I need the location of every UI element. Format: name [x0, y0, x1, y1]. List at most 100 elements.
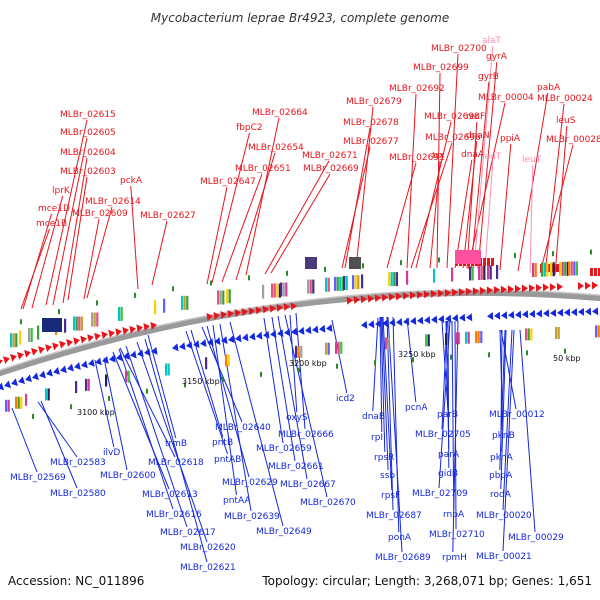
- fwd-gene-label[interactable]: MLBr_02696: [425, 133, 481, 143]
- rev-gene-label[interactable]: rpII: [371, 433, 386, 443]
- rev-gene-label[interactable]: rpmH: [442, 553, 467, 563]
- rev-gene-label[interactable]: MLBr_02617: [160, 528, 216, 538]
- fwd-gene-label[interactable]: MLBr_02651: [235, 164, 291, 174]
- fwd-gene-label[interactable]: MLBr_00004: [478, 93, 534, 103]
- fwd-gene-label[interactable]: mce1D: [38, 204, 70, 214]
- fwd-gene-label[interactable]: MLBr_02679: [346, 97, 402, 107]
- rev-gene-label[interactable]: icd2: [336, 394, 355, 404]
- rev-gene-label[interactable]: MLBr_02710: [429, 530, 485, 540]
- rev-gene-label[interactable]: MLBr_02613: [142, 490, 198, 500]
- rev-gene-label[interactable]: MLBr_02666: [278, 430, 334, 440]
- fwd-gene-label[interactable]: MLBr_02698: [424, 112, 480, 122]
- rev-gene-label[interactable]: pknA: [490, 453, 514, 463]
- rev-gene-label[interactable]: rnpA: [443, 510, 465, 520]
- rev-gene-label[interactable]: MLBr_02661: [268, 462, 324, 472]
- fwd-gene-label[interactable]: MLBr_02699: [413, 63, 469, 73]
- fwd-gene-label[interactable]: dnaN: [466, 131, 490, 141]
- rev-gene-label[interactable]: trmB: [165, 439, 187, 449]
- rev-gene-label[interactable]: parB: [437, 410, 458, 420]
- rev-gene-label[interactable]: parA: [438, 450, 460, 460]
- fwd-gene-label[interactable]: trx: [432, 151, 445, 161]
- rev-gene-label[interactable]: MLBr_02687: [366, 511, 422, 521]
- rev-gene-label[interactable]: MLBr_02640: [215, 423, 271, 433]
- rna-gene-label[interactable]: leuT: [522, 155, 542, 165]
- rev-gene-label[interactable]: pntB: [212, 438, 233, 448]
- rev-gene-label[interactable]: MLBr_02629: [222, 478, 278, 488]
- fwd-connector-line: [415, 121, 452, 269]
- fwd-gene-label[interactable]: pabA: [537, 83, 561, 93]
- fwd-gene-label[interactable]: dnaA: [461, 150, 485, 160]
- topology-label: Topology: circular; Length: 3,268,071 bp…: [261, 574, 592, 588]
- rev-gene-label[interactable]: MLBr_00029: [508, 533, 564, 543]
- fwd-gene-label[interactable]: MLBr_02700: [431, 44, 487, 54]
- rev-gene-label[interactable]: MLBr_02705: [415, 430, 471, 440]
- rev-gene-label[interactable]: ilvD: [103, 448, 120, 458]
- rev-gene-label[interactable]: pntAA: [223, 496, 251, 506]
- fwd-gene-label[interactable]: fbpC2: [236, 123, 263, 133]
- rev-gene-label[interactable]: MLBr_02709: [412, 489, 468, 499]
- fwd-gene-label[interactable]: MLBr_02603: [60, 167, 116, 177]
- fwd-gene-label[interactable]: MLBr_02627: [140, 211, 196, 221]
- rev-gene-label[interactable]: MLBr_02569: [10, 473, 66, 483]
- rev-gene-label[interactable]: MLBr_02667: [280, 480, 336, 490]
- fwd-gene-label[interactable]: gyrA: [486, 52, 508, 62]
- fwd-connector-line: [264, 160, 330, 275]
- rev-gene-label[interactable]: rpsR: [374, 453, 394, 463]
- fwd-gene-label[interactable]: pckA: [120, 176, 143, 186]
- rev-gene-label[interactable]: MLBr_02580: [50, 489, 106, 499]
- rev-gene-label[interactable]: pknB: [492, 431, 515, 441]
- rev-gene-label[interactable]: MLBr_02616: [146, 510, 202, 520]
- rev-gene-label[interactable]: dnaB: [362, 412, 385, 422]
- fwd-gene-label[interactable]: MLBr_02677: [343, 137, 399, 147]
- fwd-gene-label[interactable]: MLBr_02691: [389, 153, 445, 163]
- fwd-gene-label[interactable]: leuS: [556, 116, 576, 126]
- rev-gene-label[interactable]: MLBr_02649: [256, 527, 312, 537]
- fwd-gene-label[interactable]: lprK: [52, 186, 71, 196]
- rev-gene-label[interactable]: MLBr_02621: [180, 563, 236, 573]
- fwd-gene-label[interactable]: MLBr_02647: [200, 177, 256, 187]
- rev-gene-label[interactable]: rodA: [490, 490, 512, 500]
- fwd-gene-label[interactable]: MLBr_02654: [248, 143, 304, 153]
- fwd-gene-label[interactable]: MLBr_00024: [537, 94, 593, 104]
- fwd-gene-label[interactable]: MLBr_02669: [303, 164, 359, 174]
- rev-gene-label[interactable]: MLBr_00012: [489, 410, 545, 420]
- rev-gene-label[interactable]: pbpA: [489, 471, 513, 481]
- fwd-gene-label[interactable]: MLBr_02678: [343, 118, 399, 128]
- lower-feature-block: [425, 334, 428, 347]
- rev-gene-label[interactable]: ponA: [388, 533, 412, 543]
- fwd-gene-label[interactable]: gyrB: [478, 72, 499, 82]
- fwd-gene-label[interactable]: MLBr_02664: [252, 108, 308, 118]
- fwd-gene-label[interactable]: mce1B: [36, 219, 67, 229]
- rev-gene-label[interactable]: oxyS: [286, 413, 308, 423]
- forward-gene-arrow: [206, 312, 213, 321]
- fwd-gene-label[interactable]: MLBr_02615: [60, 110, 116, 120]
- forward-gene-arrow: [549, 283, 556, 292]
- rna-gene-label[interactable]: leuT: [482, 152, 502, 162]
- fwd-gene-label[interactable]: recF: [466, 112, 485, 122]
- rev-gene-label[interactable]: MLBr_02600: [100, 471, 156, 481]
- rev-gene-label[interactable]: rpsF: [381, 491, 400, 501]
- rev-gene-label[interactable]: MLBr_02583: [50, 458, 106, 468]
- rna-gene-label[interactable]: alaT: [482, 36, 502, 46]
- rev-gene-label[interactable]: ssb: [380, 471, 395, 481]
- rev-gene-label[interactable]: gidB: [438, 469, 458, 479]
- rev-gene-label[interactable]: MLBr_02659: [256, 444, 312, 454]
- rev-gene-label[interactable]: MLBr_02689: [375, 553, 431, 563]
- fwd-gene-label[interactable]: MLBr_00028: [546, 135, 600, 145]
- rev-gene-label[interactable]: MLBr_02620: [180, 543, 236, 553]
- inner-tick: [32, 413, 34, 419]
- fwd-gene-label[interactable]: MLBr_02614: [85, 197, 141, 207]
- fwd-gene-label[interactable]: MLBr_02671: [302, 151, 358, 161]
- fwd-gene-label[interactable]: MLBr_02604: [60, 148, 116, 158]
- fwd-gene-label[interactable]: MLBr_02605: [60, 128, 116, 138]
- rev-gene-label[interactable]: pcnA: [405, 403, 428, 413]
- rev-gene-label[interactable]: MLBr_02618: [148, 458, 204, 468]
- fwd-gene-label[interactable]: MLBr_02692: [389, 84, 445, 94]
- fwd-gene-label[interactable]: ppiA: [500, 134, 521, 144]
- rev-gene-label[interactable]: MLBr_02670: [300, 498, 356, 508]
- rev-gene-label[interactable]: MLBr_00021: [476, 552, 532, 562]
- fwd-gene-label[interactable]: MLBr_02609: [72, 209, 128, 219]
- rev-gene-label[interactable]: MLBr_00020: [476, 511, 532, 521]
- rev-gene-label[interactable]: pntAB: [214, 455, 241, 465]
- rev-gene-label[interactable]: MLBr_02639: [224, 512, 280, 522]
